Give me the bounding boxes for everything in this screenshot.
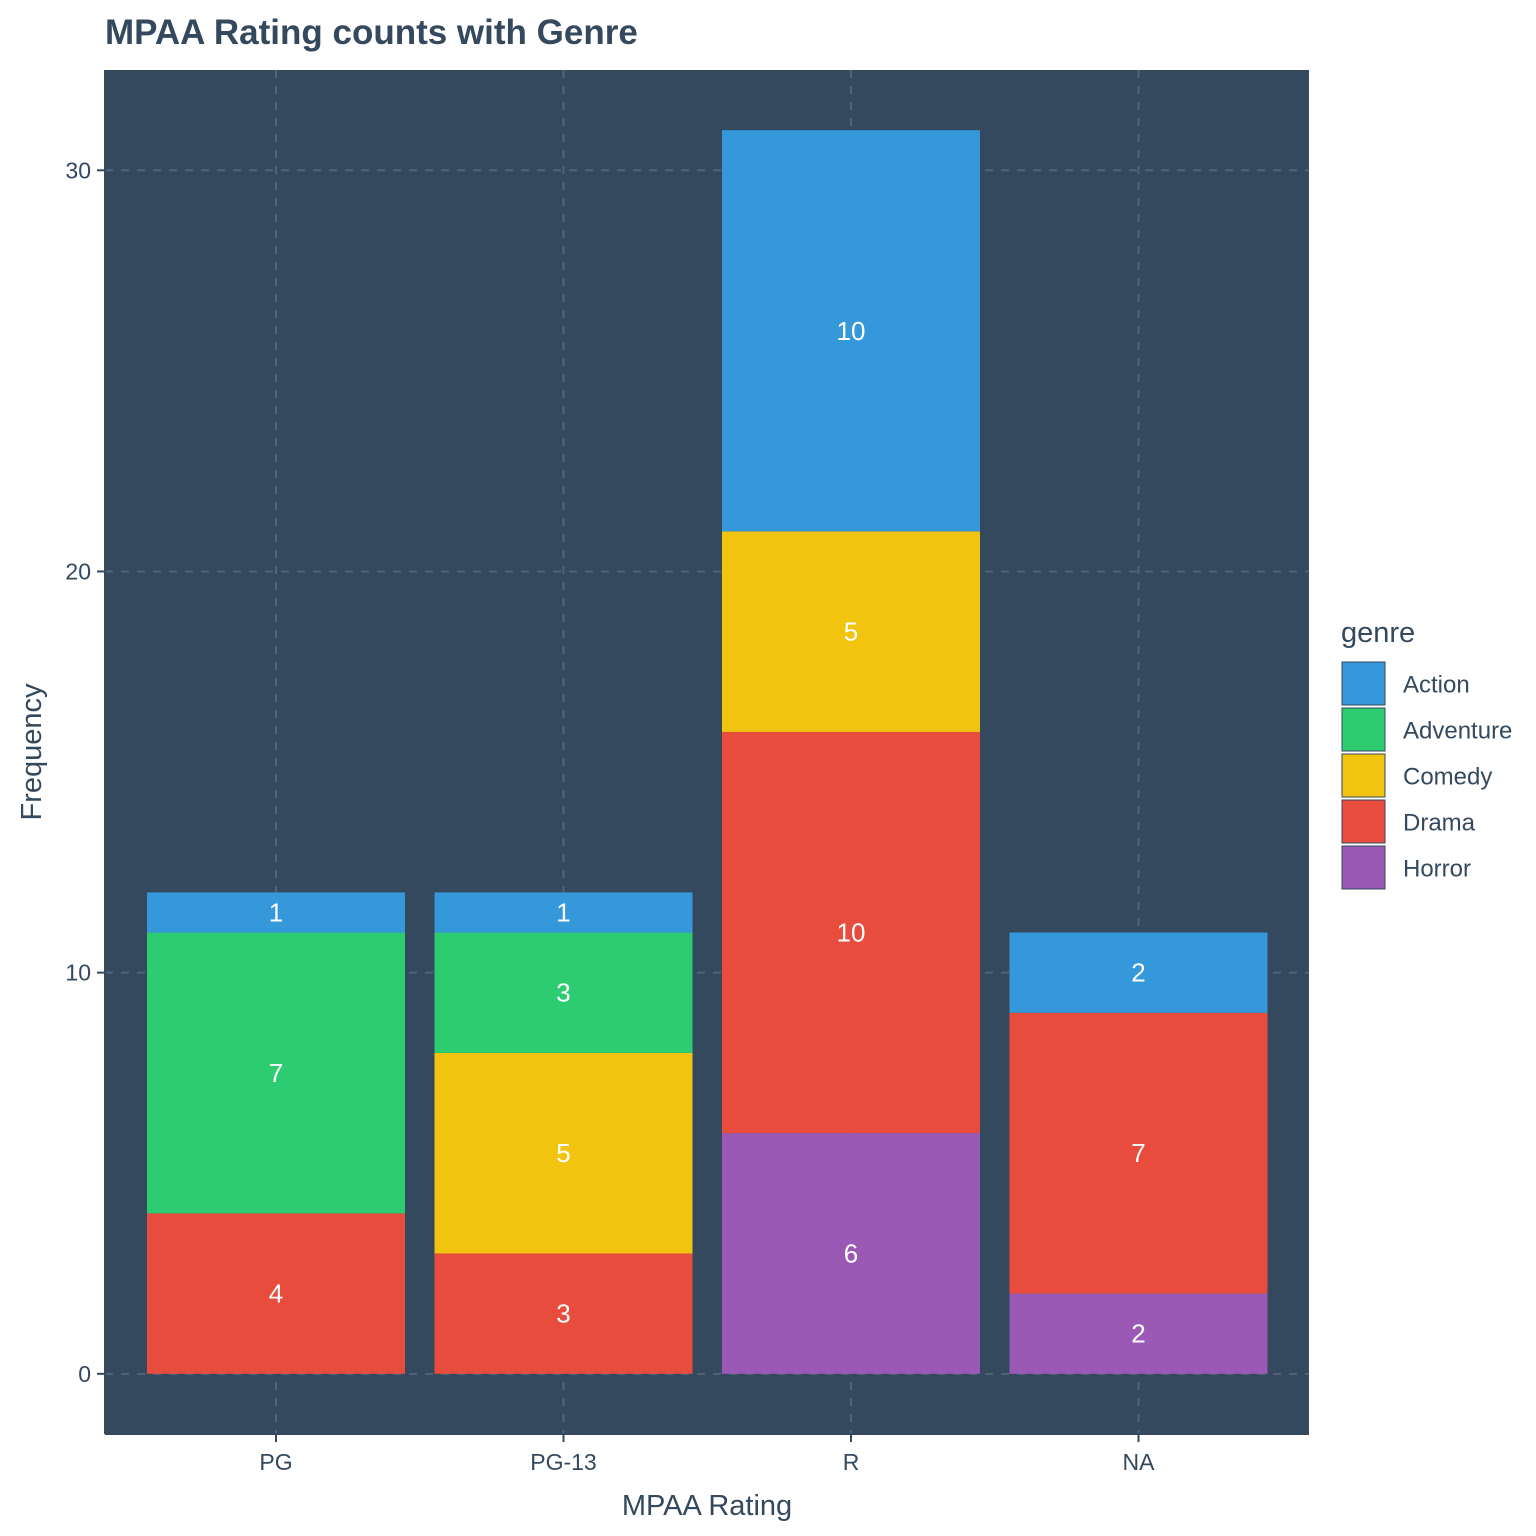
y-tick-label: 20 — [65, 558, 91, 584]
bar-value-label: 3 — [556, 1299, 570, 1329]
legend-label: Comedy — [1403, 764, 1492, 791]
bar-value-label: 10 — [837, 918, 866, 948]
bar-value-label: 5 — [844, 617, 858, 647]
bar-value-label: 7 — [1131, 1138, 1145, 1168]
bar-segment — [147, 932, 405, 1214]
legend: genre Action Adventure Comedy Drama Horror — [1341, 617, 1512, 890]
bar-segment — [722, 130, 980, 532]
y-axis-title: Frequency — [16, 683, 48, 821]
bar-segment — [1009, 932, 1268, 1013]
bar-value-label: 7 — [269, 1058, 283, 1088]
bar-segment — [1009, 1293, 1268, 1374]
bar-value-label: 2 — [1131, 958, 1145, 988]
legend-label: Adventure — [1403, 718, 1512, 745]
x-tick-label: NA — [1123, 1449, 1156, 1475]
bar-segment — [434, 1253, 693, 1374]
legend-label: Horror — [1403, 856, 1471, 883]
bar-segment — [147, 892, 405, 933]
y-tick-label: 30 — [65, 157, 91, 183]
legend-key — [1341, 707, 1386, 752]
y-tick-label: 0 — [78, 1361, 91, 1387]
legend-key — [1341, 753, 1386, 798]
x-tick-label: R — [843, 1449, 860, 1475]
bar-segment — [722, 731, 980, 1134]
legend-label: Drama — [1403, 810, 1476, 837]
x-tick-label: PG-13 — [530, 1449, 596, 1475]
legend-items: Action Adventure Comedy Drama Horror — [1341, 661, 1512, 890]
bar-segment — [722, 531, 980, 732]
legend-key — [1341, 799, 1386, 844]
bar-segment — [434, 892, 693, 933]
y-tick-label: 10 — [65, 960, 91, 986]
bar-value-label: 1 — [556, 897, 570, 927]
axes: 0 10 20 30 PG PG-13 R NA — [65, 70, 1309, 1475]
data-labels: 4 7 1 3 5 3 1 6 10 5 10 2 7 2 — [269, 316, 1146, 1349]
chart-title: MPAA Rating counts with Genre — [105, 13, 638, 52]
legend-label: Action — [1403, 672, 1470, 699]
x-axis-title: MPAA Rating — [622, 1490, 792, 1522]
bar-value-label: 3 — [556, 978, 570, 1008]
bar-segment — [1009, 1012, 1268, 1294]
x-tick-label: PG — [259, 1449, 292, 1475]
bar-value-label: 5 — [556, 1138, 570, 1168]
legend-key — [1341, 845, 1386, 890]
legend-title: genre — [1341, 617, 1415, 649]
bar-value-label: 6 — [844, 1238, 858, 1268]
bar-value-label: 4 — [269, 1279, 283, 1309]
bar-value-label: 10 — [837, 316, 866, 346]
legend-key — [1341, 661, 1386, 706]
bar-segment — [722, 1133, 980, 1374]
bar-value-label: 1 — [269, 897, 283, 927]
bars — [147, 130, 1268, 1374]
bar-segment — [434, 1052, 693, 1254]
bar-segment — [434, 932, 693, 1053]
bar-value-label: 2 — [1131, 1319, 1145, 1349]
bar-segment — [147, 1213, 405, 1374]
